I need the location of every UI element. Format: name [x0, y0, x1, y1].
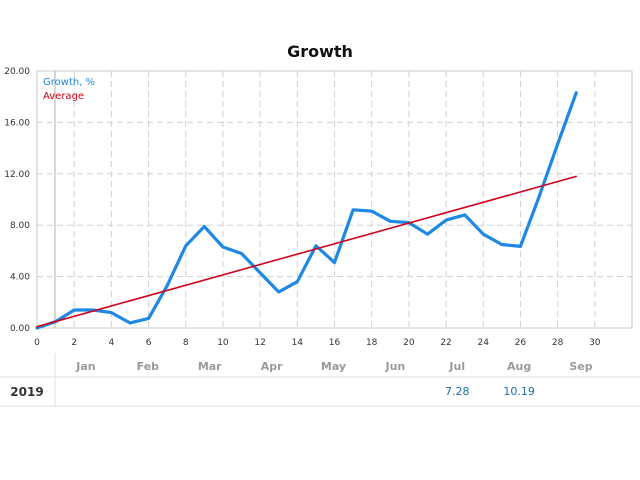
x-tick-label: 0	[34, 338, 40, 348]
x-tick-label: 4	[109, 338, 115, 348]
x-tick-label: 20	[403, 338, 415, 348]
chart-title: Growth	[287, 42, 353, 61]
x-tick-label: 12	[254, 338, 265, 348]
y-tick-label: 0.00	[10, 324, 30, 334]
month-value: 10.19	[503, 385, 535, 398]
x-tick-label: 22	[440, 338, 451, 348]
x-tick-label: 30	[589, 338, 601, 348]
month-label: May	[321, 360, 346, 373]
month-value: 7.28	[445, 385, 470, 398]
y-tick-label: 12.00	[4, 170, 30, 180]
month-label: Apr	[261, 360, 283, 373]
month-label: Jan	[75, 360, 95, 373]
average-series-line	[36, 175, 578, 328]
x-tick-label: 10	[217, 338, 229, 348]
month-label: Jun	[385, 360, 406, 373]
x-tick-label: 26	[515, 338, 527, 348]
y-tick-label: 16.00	[4, 118, 30, 128]
grid-lines	[37, 71, 632, 328]
legend-entry: Growth, %	[43, 77, 95, 88]
month-label: Mar	[198, 360, 222, 373]
x-tick-label: 24	[478, 338, 490, 348]
month-label: Sep	[569, 360, 592, 373]
month-label: Jul	[448, 360, 465, 373]
x-tick-label: 8	[183, 338, 189, 348]
y-tick-label: 4.00	[10, 273, 30, 283]
x-tick-label: 2	[71, 338, 77, 348]
y-tick-label: 8.00	[10, 221, 30, 231]
month-label: Aug	[507, 360, 531, 373]
x-tick-label: 18	[366, 338, 378, 348]
year-label: 2019	[10, 385, 43, 399]
month-label: Feb	[137, 360, 160, 373]
x-tick-label: 28	[552, 338, 564, 348]
growth-series-line	[35, 91, 578, 330]
x-tick-label: 16	[329, 338, 341, 348]
x-tick-label: 14	[292, 338, 304, 348]
legend-entry: Average	[43, 91, 84, 102]
x-tick-label: 6	[146, 338, 152, 348]
y-tick-label: 20.00	[4, 67, 30, 77]
plot-frame	[36, 70, 633, 329]
